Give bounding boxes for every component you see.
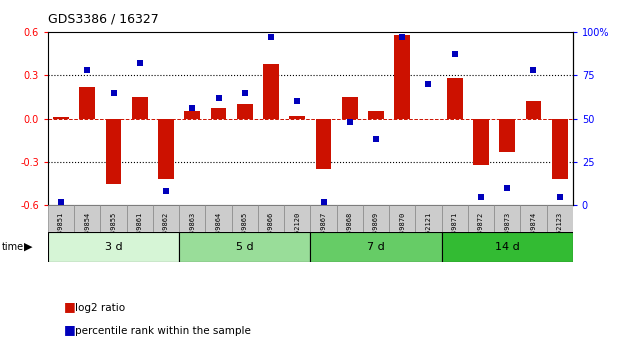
Text: GSM149863: GSM149863: [189, 212, 195, 250]
Point: [135, 60, 145, 66]
Bar: [232, 205, 258, 248]
Text: GSM149854: GSM149854: [84, 212, 90, 250]
Bar: [132, 97, 148, 119]
Text: GSM149874: GSM149874: [531, 212, 536, 250]
Bar: [363, 205, 389, 248]
Bar: [394, 35, 410, 119]
Text: GSM149864: GSM149864: [216, 212, 221, 250]
Text: 3 d: 3 d: [105, 242, 122, 252]
Bar: [368, 112, 384, 119]
Bar: [337, 205, 363, 248]
Text: GSM149865: GSM149865: [242, 212, 248, 250]
Bar: [79, 87, 95, 119]
Bar: [179, 232, 310, 262]
Bar: [468, 205, 494, 248]
Bar: [520, 205, 547, 248]
Text: GSM149862: GSM149862: [163, 212, 169, 250]
Bar: [179, 205, 205, 248]
Bar: [316, 119, 332, 169]
Bar: [473, 119, 489, 165]
Bar: [237, 104, 253, 119]
Text: GDS3386 / 16327: GDS3386 / 16327: [48, 12, 159, 25]
Text: 14 d: 14 d: [495, 242, 520, 252]
Bar: [100, 205, 127, 248]
Text: 7 d: 7 d: [367, 242, 385, 252]
Point: [239, 90, 250, 96]
Bar: [263, 64, 279, 119]
Text: GSM149867: GSM149867: [321, 212, 326, 250]
Text: 5 d: 5 d: [236, 242, 253, 252]
Bar: [74, 205, 100, 248]
Text: GSM152123: GSM152123: [557, 212, 563, 250]
Point: [187, 105, 197, 111]
Text: ■: ■: [64, 323, 76, 336]
Text: GSM152120: GSM152120: [294, 212, 300, 250]
Text: GSM149870: GSM149870: [399, 212, 405, 250]
Point: [344, 119, 355, 125]
Bar: [211, 108, 227, 119]
Bar: [494, 205, 520, 248]
Bar: [389, 205, 415, 248]
Bar: [48, 205, 74, 248]
Point: [318, 199, 329, 205]
Point: [424, 81, 434, 87]
Point: [214, 95, 224, 101]
Point: [554, 194, 564, 200]
Text: GSM149873: GSM149873: [504, 212, 510, 250]
Text: GSM149861: GSM149861: [137, 212, 143, 250]
Bar: [205, 205, 232, 248]
Bar: [127, 205, 153, 248]
Point: [476, 194, 486, 200]
Text: GSM149868: GSM149868: [347, 212, 353, 250]
Bar: [342, 97, 358, 119]
Bar: [48, 232, 179, 262]
Text: GSM149869: GSM149869: [373, 212, 379, 250]
Point: [266, 34, 276, 40]
Point: [56, 199, 67, 205]
Bar: [447, 78, 463, 119]
Bar: [53, 117, 69, 119]
Point: [502, 185, 512, 191]
Bar: [258, 205, 284, 248]
Text: GSM149855: GSM149855: [111, 212, 116, 250]
Point: [529, 67, 539, 73]
Bar: [415, 205, 442, 248]
Text: GSM149871: GSM149871: [452, 212, 458, 250]
Bar: [499, 119, 515, 152]
Text: percentile rank within the sample: percentile rank within the sample: [75, 326, 251, 336]
Point: [108, 90, 119, 96]
Bar: [552, 119, 568, 179]
Point: [161, 189, 172, 194]
Bar: [289, 116, 305, 119]
Point: [397, 34, 408, 40]
Bar: [310, 205, 337, 248]
Bar: [310, 232, 442, 262]
Text: GSM152121: GSM152121: [426, 212, 431, 250]
Bar: [547, 205, 573, 248]
Bar: [158, 119, 174, 179]
Text: log2 ratio: log2 ratio: [75, 303, 125, 313]
Bar: [106, 119, 122, 184]
Bar: [153, 205, 179, 248]
Text: GSM149872: GSM149872: [478, 212, 484, 250]
Text: time: time: [1, 242, 24, 252]
Text: ▶: ▶: [24, 242, 33, 252]
Bar: [525, 101, 541, 119]
Text: ■: ■: [64, 300, 76, 313]
Bar: [442, 232, 573, 262]
Point: [82, 67, 93, 73]
Text: GSM149851: GSM149851: [58, 212, 64, 250]
Bar: [184, 112, 200, 119]
Text: GSM149866: GSM149866: [268, 212, 274, 250]
Bar: [442, 205, 468, 248]
Point: [371, 137, 381, 142]
Point: [449, 52, 460, 57]
Point: [292, 98, 302, 104]
Bar: [284, 205, 310, 248]
